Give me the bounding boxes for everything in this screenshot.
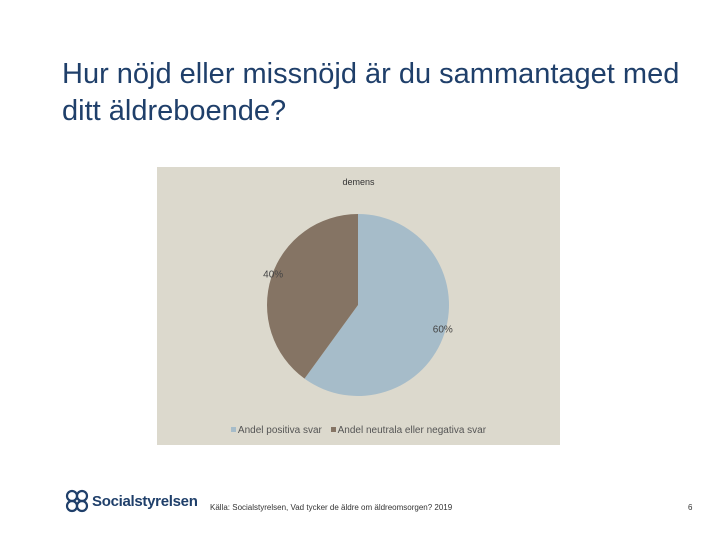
pie-slice-positive [304,214,449,396]
pie-chart: 60% 40% demens Andel positiva svar Andel … [157,167,560,445]
pie-chart-svg: 60% 40% [263,214,453,396]
source-text: Källa: Socialstyrelsen, Vad tycker de äl… [210,503,453,512]
chart-title: demens [342,177,375,187]
pie-slice-neutral-negative [267,214,358,379]
logo-text: Socialstyrelsen [92,492,198,510]
chart-legend: Andel positiva svar Andel neutrala eller… [157,425,560,436]
legend-swatch-neutral-negative [330,426,336,432]
socialstyrelsen-logo: Socialstyrelsen [64,488,198,514]
data-label-neutral-negative: 40% [263,269,283,280]
legend-item-neutral-negative: Andel neutrala eller negativa svar [330,425,487,436]
legend-label-neutral-negative: Andel neutrala eller negativa svar [337,425,487,436]
page-number: 6 [688,503,693,512]
logo-mark-icon [65,489,89,513]
legend-item-positive: Andel positiva svar [230,425,322,436]
legend-label-positive: Andel positiva svar [237,425,322,436]
slide-title: Hur nöjd eller missnöjd är du sammantage… [62,58,680,127]
legend-swatch-positive [230,426,236,432]
data-label-positive: 60% [433,325,453,336]
